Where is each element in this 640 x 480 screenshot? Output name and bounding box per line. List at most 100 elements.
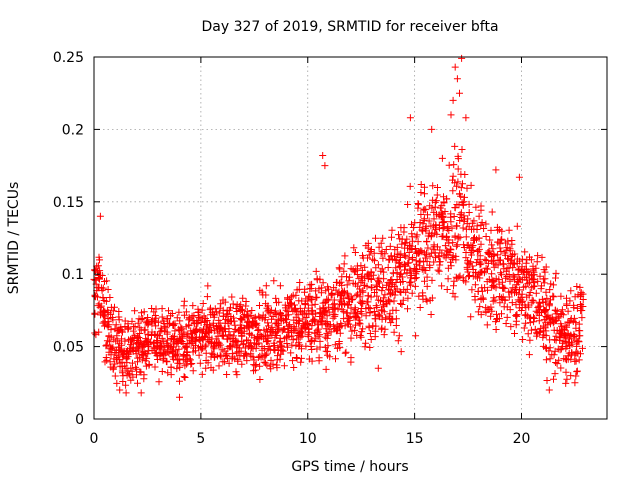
data-point (103, 277, 111, 285)
data-point (432, 197, 440, 205)
data-point (476, 274, 484, 282)
data-point (210, 313, 218, 321)
data-point (475, 234, 483, 242)
data-point (507, 323, 515, 331)
data-point (454, 152, 462, 160)
data-point (217, 300, 225, 308)
data-point (319, 152, 327, 159)
data-point (255, 326, 263, 334)
x-tick-label: 0 (90, 431, 99, 447)
data-point (312, 294, 320, 302)
x-tick-labels: 0 5 10 15 20 (90, 431, 531, 447)
data-point (321, 162, 329, 170)
data-point (490, 277, 498, 285)
data-point (536, 299, 544, 307)
data-point (474, 247, 482, 255)
data-point (363, 282, 371, 290)
data-point (340, 267, 348, 275)
data-point (539, 275, 547, 283)
data-point (401, 251, 408, 259)
data-point (462, 114, 470, 122)
data-point (534, 252, 542, 260)
data-point (187, 356, 194, 364)
data-point (97, 272, 104, 279)
data-point (418, 226, 426, 234)
data-point (542, 288, 550, 296)
data-point (298, 297, 306, 305)
data-point (164, 369, 172, 377)
data-point (546, 355, 554, 363)
data-point (420, 216, 428, 224)
data-point (135, 315, 143, 323)
data-point (312, 310, 320, 318)
data-point (158, 326, 166, 334)
data-point (488, 241, 496, 249)
data-point (340, 260, 348, 268)
data-point (578, 314, 586, 322)
data-point (255, 312, 263, 320)
data-point (451, 142, 459, 150)
data-point (371, 333, 379, 341)
data-point (163, 328, 171, 336)
data-point (278, 343, 286, 351)
data-point (346, 298, 353, 306)
data-point (170, 320, 178, 328)
data-point (316, 313, 324, 320)
data-point (543, 377, 551, 384)
data-point (324, 342, 332, 350)
data-point (321, 307, 329, 315)
data-point (137, 389, 145, 397)
data-point (287, 349, 295, 357)
data-point (256, 302, 263, 309)
data-point (462, 233, 470, 241)
data-point (323, 334, 331, 342)
data-point (403, 235, 411, 243)
data-point (443, 286, 451, 293)
data-point (458, 146, 466, 153)
data-point (488, 270, 496, 278)
data-point (449, 176, 456, 184)
data-point (292, 305, 299, 313)
data-point (256, 376, 264, 383)
data-point (203, 293, 211, 301)
data-point (425, 217, 433, 225)
data-point (547, 296, 554, 304)
data-point (497, 269, 505, 277)
data-point (315, 285, 323, 293)
data-point (537, 285, 545, 293)
data-point (97, 284, 105, 292)
data-point (204, 336, 212, 344)
data-point (406, 114, 414, 122)
data-point (414, 238, 422, 246)
data-point (562, 379, 570, 387)
data-point (431, 203, 439, 211)
data-point (433, 191, 441, 199)
data-point (472, 259, 480, 267)
data-point (178, 325, 186, 333)
data-point (550, 375, 557, 383)
data-point (335, 340, 343, 348)
data-point (127, 364, 135, 372)
data-point (234, 348, 242, 356)
data-point (102, 342, 110, 350)
data-point (172, 346, 180, 354)
data-point (404, 201, 412, 208)
data-point (264, 345, 272, 353)
data-point (205, 328, 212, 336)
data-point (503, 303, 511, 311)
data-point (433, 230, 441, 238)
data-point (354, 282, 362, 290)
data-point (459, 224, 467, 232)
data-point (518, 290, 526, 298)
data-point (550, 293, 558, 301)
data-point (217, 353, 225, 361)
data-point (201, 343, 209, 351)
y-tick-label: 0 (75, 412, 84, 428)
data-point (204, 359, 212, 367)
data-point (264, 302, 272, 310)
data-point (221, 298, 229, 306)
data-point (307, 296, 315, 304)
data-point (354, 290, 361, 298)
data-point (498, 227, 506, 235)
data-point (123, 371, 131, 379)
